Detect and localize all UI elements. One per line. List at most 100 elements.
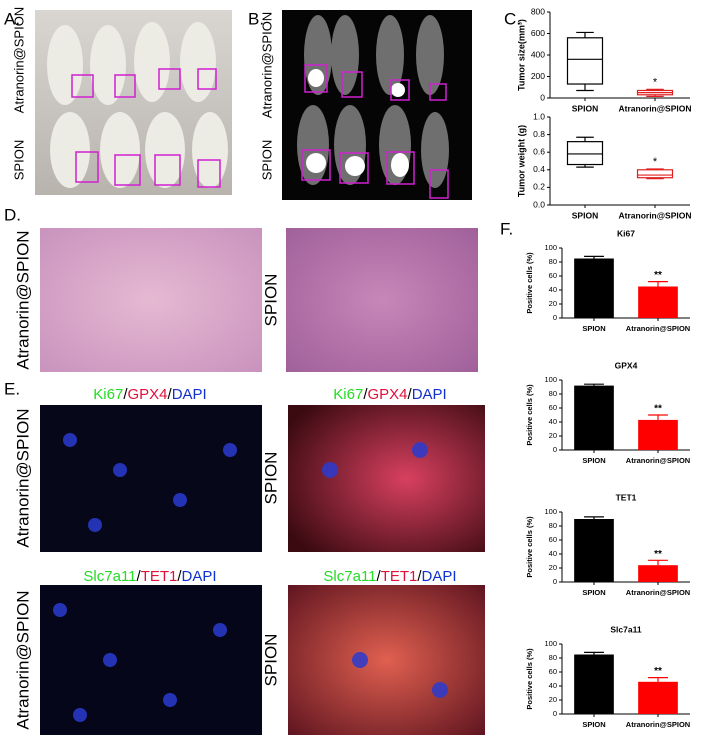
y-tick-label: 60 xyxy=(549,271,557,280)
y-tick-label: 0 xyxy=(553,313,557,322)
y-tick-label: 60 xyxy=(549,535,557,544)
chart-title: TET1 xyxy=(616,492,637,502)
chart-title: Slc7a11 xyxy=(610,624,641,634)
x-tick-label: Atranorin@SPION xyxy=(619,210,692,220)
photo-imaging xyxy=(282,10,472,200)
y-tick-label: 800 xyxy=(531,6,545,16)
panel-label: D. xyxy=(4,205,21,224)
y-tick-label: 80 xyxy=(549,389,557,398)
stain-part: / xyxy=(123,386,128,403)
photo-he-atranorin xyxy=(40,228,262,372)
x-tick-label: SPION xyxy=(582,588,605,597)
panel-label: E. xyxy=(4,379,20,398)
y-tick-label: 0 xyxy=(540,92,545,102)
y-axis-label: Positive cells (%) xyxy=(525,648,534,710)
annotation: * xyxy=(653,76,658,88)
stain-part: / xyxy=(168,386,173,403)
y-tick-label: 100 xyxy=(544,639,557,648)
stain-part: Ki67 xyxy=(333,386,363,403)
bar xyxy=(574,385,614,450)
y-tick-label: 600 xyxy=(531,28,545,38)
stain-part: DAPI xyxy=(422,568,457,585)
box xyxy=(566,141,604,166)
stain-part: GPX4 xyxy=(127,386,167,403)
stain-part: DAPI xyxy=(412,386,447,403)
panel-label: B. xyxy=(248,9,264,28)
x-tick-label: SPION xyxy=(582,720,605,729)
y-tick-label: 0.0 xyxy=(533,199,545,209)
y-tick-label: 20 xyxy=(549,695,557,704)
y-tick-label: 60 xyxy=(549,403,557,412)
y-tick-label: 20 xyxy=(549,299,557,308)
row-label: Atranorin@SPION xyxy=(13,408,32,547)
photo-mice xyxy=(35,10,232,195)
row-label: Atranorin@SPION xyxy=(11,7,26,113)
bar xyxy=(638,565,678,582)
stain-part: TET1 xyxy=(141,568,178,585)
row-label: SPION xyxy=(259,140,274,180)
stain-part: / xyxy=(137,568,142,585)
bar xyxy=(574,519,614,582)
stain-part: Slc7a11 xyxy=(323,568,376,585)
stain-part: TET1 xyxy=(381,568,418,585)
y-tick-label: 100 xyxy=(544,375,557,384)
x-tick-label: Atranorin@SPION xyxy=(626,588,690,597)
y-tick-label: 0 xyxy=(553,577,557,586)
stain-part: Slc7a11 xyxy=(83,568,136,585)
stain-part: Ki67 xyxy=(93,386,123,403)
x-tick-label: Atranorin@SPION xyxy=(626,324,690,333)
stain-part: / xyxy=(177,568,182,585)
row-label: SPION xyxy=(261,634,280,687)
annotation: * xyxy=(653,156,658,168)
box xyxy=(566,37,604,85)
y-tick-label: 40 xyxy=(549,285,557,294)
bar xyxy=(638,419,678,450)
y-tick-label: 400 xyxy=(531,49,545,59)
y-axis-label: Positive cells (%) xyxy=(525,516,534,578)
photo-he-spion xyxy=(286,228,478,372)
y-tick-label: 0 xyxy=(553,445,557,454)
annotation: ** xyxy=(654,404,662,415)
y-tick-label: 80 xyxy=(549,521,557,530)
stain-part: / xyxy=(417,568,422,585)
bar xyxy=(574,654,614,714)
y-axis-label: Tumor size(mm³) xyxy=(516,19,526,91)
stain-title: Slc7a11/TET1/DAPI xyxy=(83,568,216,585)
y-axis-label: Positive cells (%) xyxy=(525,252,534,314)
y-tick-label: 0.6 xyxy=(533,146,545,156)
y-tick-label: 60 xyxy=(549,667,557,676)
panel-label: C. xyxy=(504,9,521,28)
stain-part: / xyxy=(363,386,368,403)
bar xyxy=(638,681,678,714)
x-tick-label: Atranorin@SPION xyxy=(619,103,692,113)
stain-titles: Ki67/GPX4/DAPI Ki67/GPX4/DAPISlc7a11/TET1… xyxy=(83,386,456,585)
x-tick-label: SPION xyxy=(582,456,605,465)
y-tick-label: 80 xyxy=(549,653,557,662)
photo-if-spion-1 xyxy=(288,405,485,552)
panel-label: A. xyxy=(4,9,20,28)
photo-if-atranorin-2 xyxy=(40,585,262,735)
panel-label: F. xyxy=(500,219,513,238)
stain-title: Ki67/GPX4/DAPI xyxy=(93,386,206,403)
chart-title: Ki67 xyxy=(617,228,635,238)
photo-if-spion-2 xyxy=(288,585,485,735)
stain-title: Slc7a11/TET1/DAPI xyxy=(323,568,456,585)
y-tick-label: 40 xyxy=(549,549,557,558)
stain-title: Ki67/GPX4/DAPI xyxy=(333,386,446,403)
y-tick-label: 0 xyxy=(553,709,557,718)
annotation: ** xyxy=(654,270,662,281)
y-tick-label: 20 xyxy=(549,563,557,572)
y-axis-label: Positive cells (%) xyxy=(525,384,534,446)
row-label: Atranorin@SPION xyxy=(259,12,274,118)
stain-part: DAPI xyxy=(172,386,207,403)
row-label: SPION xyxy=(261,452,280,505)
photo-if-atranorin-1 xyxy=(40,405,262,552)
annotation: ** xyxy=(654,549,662,560)
y-tick-label: 0.8 xyxy=(533,129,545,139)
x-tick-label: SPION xyxy=(582,324,605,333)
y-tick-label: 0.2 xyxy=(533,182,545,192)
stain-part: GPX4 xyxy=(367,386,407,403)
x-tick-label: SPION xyxy=(572,103,598,113)
annotation: ** xyxy=(654,666,662,677)
